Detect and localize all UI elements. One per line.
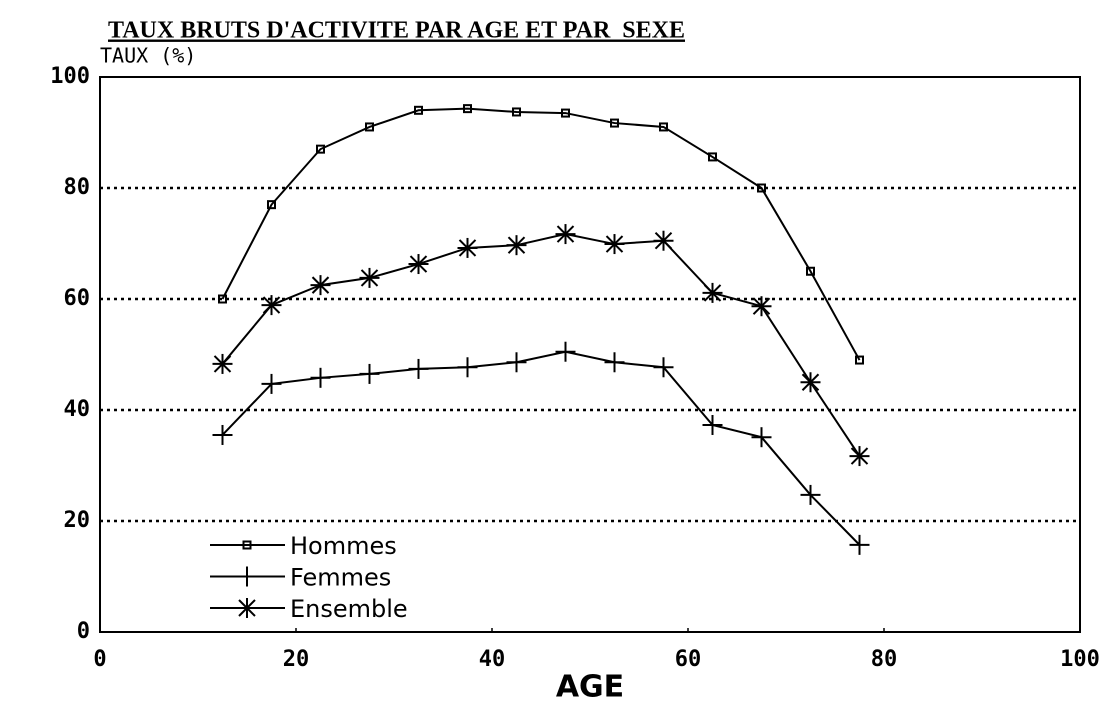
- marker-square: [463, 104, 472, 114]
- marker: [237, 566, 257, 587]
- marker-stroke: [556, 225, 575, 243]
- marker-stroke: [213, 355, 232, 373]
- marker-square: [757, 183, 766, 193]
- marker-stroke: [311, 276, 330, 294]
- marker-stroke: [360, 269, 379, 287]
- marker-square: [365, 122, 374, 132]
- y-tick-label: 100: [50, 64, 90, 89]
- marker-stroke: [507, 236, 526, 254]
- marker-square: [708, 152, 717, 162]
- marker-square: [316, 144, 325, 154]
- marker: [659, 122, 668, 132]
- marker-stroke: [409, 255, 428, 273]
- marker: [316, 144, 325, 154]
- marker-square: [659, 122, 668, 132]
- marker: [702, 282, 723, 303]
- chart-title: TAUX BRUTS D'ACTIVITE PAR AGE ET PAR SEX…: [108, 18, 685, 44]
- x-tick-label: 80: [871, 647, 898, 672]
- marker: [702, 414, 723, 435]
- x-tick-label: 60: [675, 647, 702, 672]
- marker: [653, 230, 674, 251]
- marker-square: [806, 266, 815, 276]
- marker-square: [610, 118, 619, 128]
- marker: [365, 122, 374, 132]
- marker: [310, 367, 331, 388]
- marker: [751, 427, 772, 448]
- marker: [212, 353, 233, 374]
- x-tick-label: 100: [1060, 647, 1100, 672]
- marker: [512, 107, 521, 117]
- marker: [757, 183, 766, 193]
- y-tick-label: 80: [64, 175, 91, 200]
- marker: [218, 294, 227, 304]
- marker-square: [267, 200, 276, 210]
- marker: [800, 484, 821, 505]
- marker: [604, 352, 625, 373]
- marker: [310, 275, 331, 296]
- marker: [855, 355, 864, 365]
- marker: [408, 358, 429, 379]
- marker-stroke: [850, 447, 869, 465]
- marker: [751, 296, 772, 317]
- marker: [261, 295, 282, 316]
- marker: [708, 152, 717, 162]
- marker-square: [855, 355, 864, 365]
- marker: [555, 224, 576, 245]
- legend-label: Ensemble: [290, 595, 408, 623]
- y-axis-label: TAUX (%): [100, 44, 196, 68]
- marker-stroke: [654, 232, 673, 250]
- y-tick-label: 60: [64, 286, 91, 311]
- legend-label: Femmes: [290, 564, 391, 592]
- y-tick-label: 0: [77, 619, 90, 644]
- series-line: [221, 107, 861, 361]
- marker: [267, 200, 276, 210]
- marker: [212, 424, 233, 445]
- marker: [561, 108, 570, 118]
- y-tick-label: 20: [64, 508, 91, 533]
- marker-stroke: [801, 373, 820, 391]
- x-axis-label: AGE: [556, 670, 624, 702]
- series-line: [221, 233, 861, 457]
- marker: [506, 235, 527, 256]
- marker: [457, 357, 478, 378]
- marker: [261, 373, 282, 394]
- y-tick-label: 40: [64, 397, 91, 422]
- series-line: [221, 350, 861, 546]
- marker: [800, 372, 821, 393]
- marker-square: [512, 107, 521, 117]
- marker: [463, 104, 472, 114]
- marker-square: [242, 540, 252, 550]
- marker: [653, 357, 674, 378]
- marker: [408, 254, 429, 275]
- marker-stroke: [238, 599, 256, 617]
- marker-stroke: [458, 239, 477, 257]
- marker-stroke: [752, 297, 771, 315]
- marker: [506, 352, 527, 373]
- x-tick-label: 20: [283, 647, 310, 672]
- marker: [359, 267, 380, 288]
- x-tick-label: 40: [479, 647, 506, 672]
- marker-stroke: [262, 296, 281, 314]
- marker-square: [561, 108, 570, 118]
- marker-square: [414, 105, 423, 115]
- plot-frame: [99, 76, 1081, 633]
- marker: [457, 237, 478, 258]
- marker: [359, 363, 380, 384]
- marker-square: [218, 294, 227, 304]
- marker-stroke: [605, 235, 624, 253]
- marker-stroke: [703, 284, 722, 302]
- marker: [849, 534, 870, 555]
- marker: [610, 118, 619, 128]
- marker: [414, 105, 423, 115]
- x-tick-label: 0: [93, 647, 106, 672]
- marker: [555, 341, 576, 362]
- marker: [237, 598, 257, 618]
- marker: [806, 266, 815, 276]
- marker: [604, 234, 625, 255]
- marker: [242, 540, 252, 550]
- marker: [849, 446, 870, 467]
- legend-label: Hommes: [290, 532, 397, 560]
